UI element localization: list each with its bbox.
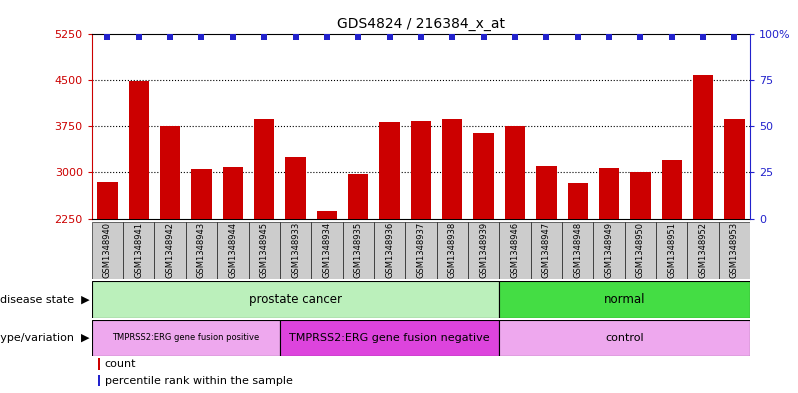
Bar xyxy=(97,182,117,219)
Bar xyxy=(405,222,437,279)
Bar xyxy=(411,121,431,219)
Text: TMPRSS2:ERG gene fusion negative: TMPRSS2:ERG gene fusion negative xyxy=(290,332,490,343)
Text: count: count xyxy=(105,359,136,369)
Text: GSM1348949: GSM1348949 xyxy=(605,222,614,277)
Bar xyxy=(92,281,500,318)
Bar xyxy=(437,222,468,279)
Bar xyxy=(160,125,180,219)
Bar xyxy=(342,222,374,279)
Text: GSM1348933: GSM1348933 xyxy=(291,222,300,278)
Text: TMPRSS2:ERG gene fusion positive: TMPRSS2:ERG gene fusion positive xyxy=(113,333,259,342)
Bar xyxy=(531,222,562,279)
Bar xyxy=(562,222,594,279)
Bar xyxy=(500,281,750,318)
Bar xyxy=(286,157,306,219)
Bar xyxy=(625,222,656,279)
Bar xyxy=(254,119,275,219)
Bar xyxy=(98,375,100,386)
Bar xyxy=(217,222,248,279)
Text: GSM1348941: GSM1348941 xyxy=(134,222,144,277)
Text: GSM1348950: GSM1348950 xyxy=(636,222,645,277)
Text: disease state  ▶: disease state ▶ xyxy=(0,294,89,305)
Text: GSM1348936: GSM1348936 xyxy=(385,222,394,278)
Text: GSM1348952: GSM1348952 xyxy=(698,222,708,277)
Bar xyxy=(598,168,619,219)
Text: GSM1348934: GSM1348934 xyxy=(322,222,331,278)
Bar xyxy=(656,222,687,279)
Text: normal: normal xyxy=(604,293,646,306)
Text: percentile rank within the sample: percentile rank within the sample xyxy=(105,376,293,386)
Bar xyxy=(92,222,123,279)
Title: GDS4824 / 216384_x_at: GDS4824 / 216384_x_at xyxy=(337,17,505,31)
Text: GSM1348951: GSM1348951 xyxy=(667,222,676,277)
Text: GSM1348942: GSM1348942 xyxy=(166,222,175,277)
Bar xyxy=(687,222,719,279)
Text: GSM1348939: GSM1348939 xyxy=(479,222,488,278)
Bar xyxy=(248,222,280,279)
Bar xyxy=(630,172,650,219)
Bar xyxy=(725,119,745,219)
Bar xyxy=(693,75,713,219)
Text: GSM1348937: GSM1348937 xyxy=(417,222,425,278)
Bar xyxy=(374,222,405,279)
Bar xyxy=(442,119,463,219)
Bar xyxy=(223,167,243,219)
Bar xyxy=(567,184,588,219)
Bar xyxy=(500,222,531,279)
Text: GSM1348938: GSM1348938 xyxy=(448,222,456,278)
Bar xyxy=(473,133,494,219)
Bar xyxy=(594,222,625,279)
Bar xyxy=(192,169,211,219)
Bar xyxy=(505,125,525,219)
Bar xyxy=(348,174,369,219)
Bar xyxy=(662,160,682,219)
Text: GSM1348947: GSM1348947 xyxy=(542,222,551,278)
Text: GSM1348946: GSM1348946 xyxy=(511,222,519,278)
Bar xyxy=(500,320,750,356)
Bar xyxy=(155,222,186,279)
Text: GSM1348945: GSM1348945 xyxy=(259,222,269,277)
Bar xyxy=(536,166,556,219)
Text: prostate cancer: prostate cancer xyxy=(249,293,342,306)
Text: GSM1348944: GSM1348944 xyxy=(228,222,237,277)
Bar xyxy=(128,81,149,219)
Text: genotype/variation  ▶: genotype/variation ▶ xyxy=(0,332,89,343)
Bar xyxy=(92,320,280,356)
Bar xyxy=(379,122,400,219)
Text: GSM1348948: GSM1348948 xyxy=(573,222,583,278)
Bar xyxy=(317,211,337,219)
Bar xyxy=(98,358,100,370)
Bar xyxy=(280,320,500,356)
Bar xyxy=(123,222,155,279)
Bar xyxy=(186,222,217,279)
Text: GSM1348935: GSM1348935 xyxy=(354,222,363,278)
Text: GSM1348943: GSM1348943 xyxy=(197,222,206,278)
Text: GSM1348953: GSM1348953 xyxy=(730,222,739,278)
Text: GSM1348940: GSM1348940 xyxy=(103,222,112,277)
Text: control: control xyxy=(606,332,644,343)
Bar xyxy=(468,222,500,279)
Bar xyxy=(311,222,342,279)
Bar xyxy=(719,222,750,279)
Bar xyxy=(280,222,311,279)
